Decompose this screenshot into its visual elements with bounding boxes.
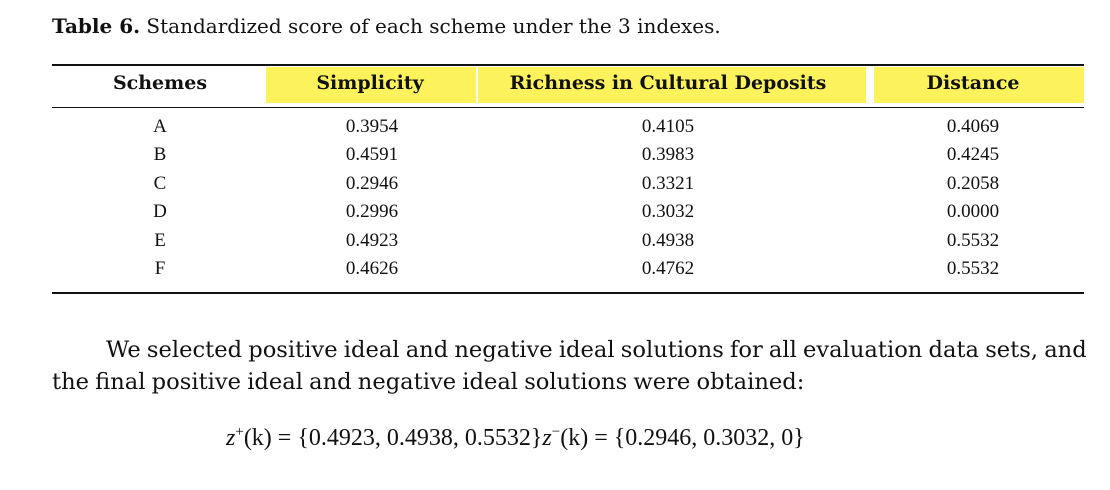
table-cell: 0.4105 — [641, 116, 695, 137]
table-top-rule — [52, 64, 1084, 66]
header-distance: Distance — [926, 72, 1020, 94]
table-cell: F — [154, 257, 166, 279]
highlight-richness — [478, 67, 866, 103]
table-cell: 0.4591 — [345, 144, 399, 166]
table-cell: 0.3983 — [641, 144, 695, 166]
table-cell: 0.4938 — [641, 229, 695, 251]
ideal-solutions-formula: z+(k) = {0.4923, 0.4938, 0.5532}z−(k) = … — [226, 424, 805, 451]
column-schemes: A B C D E F — [153, 116, 167, 286]
table-cell: C — [153, 172, 167, 194]
highlight-distance — [874, 67, 1084, 103]
table-header-rule — [52, 107, 1084, 108]
header-richness: Richness in Cultural Deposits — [509, 72, 827, 94]
table-cell: 0.4069 — [946, 116, 1000, 137]
table-cell: 0.2946 — [345, 172, 399, 194]
body-paragraph: We selected positive ideal and negative … — [52, 337, 1087, 395]
table-cell: 0.2058 — [946, 172, 1000, 194]
table-cell: D — [153, 201, 167, 223]
table-cell: 0.2996 — [345, 201, 399, 223]
table-bottom-rule — [52, 292, 1084, 294]
table-caption: Table 6. Standardized score of each sche… — [52, 14, 721, 38]
table-caption-text: Standardized score of each scheme under … — [140, 14, 721, 38]
table-cell: B — [153, 144, 167, 166]
header-schemes: Schemes — [112, 72, 208, 94]
table-caption-label: Table 6. — [52, 14, 141, 38]
header-simplicity: Simplicity — [316, 72, 424, 94]
table-cell: E — [154, 229, 166, 251]
table-cell: 0.4762 — [641, 257, 695, 279]
table-cell: 0.4626 — [345, 257, 399, 279]
column-richness: 0.4105 0.3983 0.3321 0.3032 0.4938 0.476… — [642, 116, 694, 286]
column-simplicity: 0.3954 0.4591 0.2946 0.2996 0.4923 0.462… — [346, 116, 398, 286]
table-cell: 0.3954 — [345, 116, 399, 137]
table-cell: A — [153, 116, 167, 137]
table-cell: 0.3321 — [641, 172, 695, 194]
table-cell: 0.5532 — [946, 229, 1000, 251]
table-cell: 0.3032 — [641, 201, 695, 223]
table-cell: 0.0000 — [946, 201, 1000, 223]
highlight-simplicity — [266, 67, 476, 103]
table-cell: 0.4923 — [345, 229, 399, 251]
table-cell: 0.5532 — [946, 257, 1000, 279]
table-cell: 0.4245 — [946, 144, 1000, 166]
column-distance: 0.4069 0.4245 0.2058 0.0000 0.5532 0.553… — [947, 116, 999, 286]
